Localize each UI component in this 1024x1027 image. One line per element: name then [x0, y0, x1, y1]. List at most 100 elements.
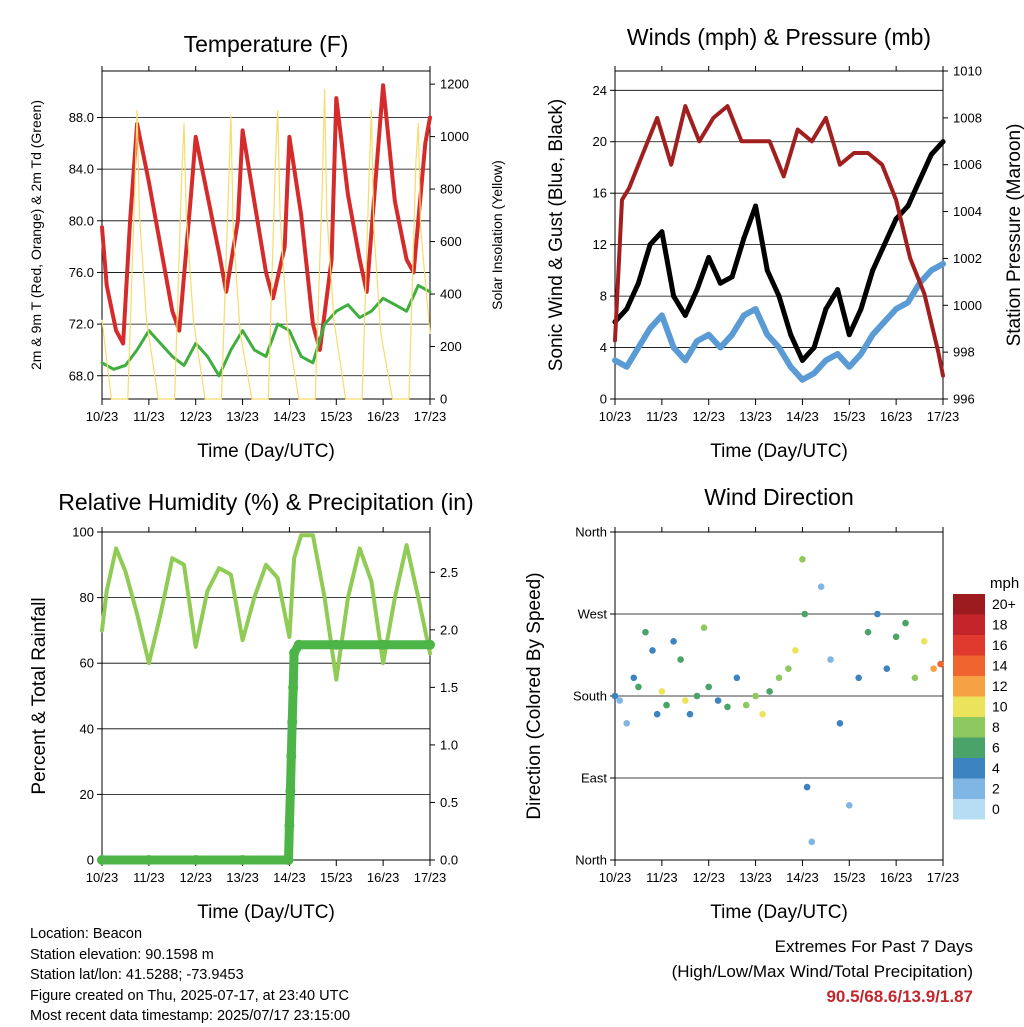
data-point: [799, 357, 805, 363]
direction-point: [803, 783, 811, 791]
data-point: [764, 267, 770, 273]
y-tick-label: 40: [80, 721, 94, 736]
winds-ylabel-left: Sonic Wind & Gust (Blue, Black): [546, 99, 567, 371]
data-point: [729, 274, 735, 280]
colorbar-swatch: [953, 594, 985, 615]
direction-point: [616, 697, 623, 704]
temperature-ylabel-left: 2m & 9m T (Red, Orange) & 2m Td (Green): [28, 100, 44, 370]
colorbar-swatch: [953, 614, 985, 635]
extremes-title: Extremes For Past 7 Days: [774, 937, 973, 956]
y-tick-label: 76.0: [69, 265, 94, 280]
colorbar-label: 2: [992, 781, 1000, 797]
direction-point: [855, 674, 862, 682]
extremes-box: Extremes For Past 7 Days (High/Low/Max W…: [672, 934, 973, 1009]
data-point: [881, 242, 887, 248]
colorbar-label: 10: [992, 699, 1008, 715]
y-tick-label: 68.0: [69, 368, 94, 383]
y2-tick-label: 2.5: [440, 565, 458, 580]
y2-tick-label: 2.0: [440, 622, 458, 637]
direction-point: [920, 638, 928, 645]
x-tick-label: 13/23: [739, 870, 772, 885]
y-tick-label: 80.0: [69, 213, 94, 228]
data-point: [846, 332, 852, 338]
direction-point: [642, 628, 649, 636]
data-point: [283, 855, 294, 865]
temperature-xlabel: Time (Day/UTC): [197, 441, 335, 462]
y-tick-label: 4: [600, 340, 607, 355]
direction-point: [649, 647, 656, 654]
colorbar-label: 18: [992, 617, 1008, 633]
temperature-panel: Temperature (F) 2m & 9m T (Red, Orange) …: [28, 31, 505, 462]
direction-point: [635, 683, 642, 691]
data-point: [788, 332, 794, 338]
colorbar-swatch: [953, 758, 985, 779]
winds-ylabel-right: Station Pressure (Maroon): [1004, 124, 1024, 347]
x-tick-label: 11/23: [133, 870, 165, 885]
direction-point: [686, 710, 694, 718]
y-tick-label: 20: [593, 134, 607, 149]
x-tick-label: 16/23: [367, 409, 400, 424]
y-tick-label: 20: [80, 787, 94, 802]
colorbar-swatch: [953, 655, 985, 676]
colorbar-swatch: [953, 635, 985, 656]
y2-tick-label: 0: [440, 392, 447, 407]
direction-panel: Wind Direction Direction (Colored By Spe…: [524, 484, 1019, 923]
direction-point: [883, 665, 891, 672]
humidity-xlabel: Time (Day/UTC): [197, 902, 335, 923]
direction-ylabel-left: Direction (Colored By Speed): [524, 572, 545, 819]
elevation-text: Station elevation: 90.1598 m: [30, 946, 214, 963]
direction-title: Wind Direction: [704, 484, 854, 510]
data-point: [823, 306, 829, 312]
direction-point: [864, 628, 872, 636]
data-point: [425, 639, 435, 650]
colorbar-swatch: [953, 696, 985, 717]
y-tick-label: 80: [80, 590, 94, 605]
y2-tick-label: 800: [440, 182, 462, 197]
y2-tick-label: 996: [953, 392, 975, 407]
series-2m-td: [100, 283, 432, 378]
y2-tick-label: 1.0: [440, 737, 458, 752]
y-tick-label: 0: [87, 853, 94, 868]
data-point: [237, 855, 248, 865]
x-tick-label: 10/23: [86, 409, 119, 424]
data-point: [858, 306, 864, 312]
data-point: [753, 203, 759, 209]
series-total-precipitation: [97, 640, 435, 865]
data-point: [284, 820, 295, 831]
x-tick-label: 12/23: [692, 870, 725, 885]
y2-tick-label: 1004: [953, 204, 982, 219]
colorbar-label: 14: [992, 658, 1008, 674]
y2-tick-label: 1200: [440, 77, 469, 92]
series-rh: [100, 533, 432, 682]
direction-point: [902, 619, 909, 627]
colorbar-swatch: [953, 676, 985, 697]
temperature-title: Temperature (F): [184, 31, 349, 57]
direction-point: [930, 665, 937, 672]
data-point: [706, 255, 712, 261]
direction-point: [801, 610, 809, 618]
data-point: [776, 293, 782, 299]
colorbar-swatch: [953, 799, 985, 820]
direction-point: [742, 701, 750, 709]
y2-tick-label: 0.5: [440, 795, 458, 810]
direction-point: [827, 656, 834, 663]
colorbar-swatch: [953, 717, 985, 738]
y-tick-label: 8: [600, 289, 607, 304]
data-point: [928, 152, 934, 158]
x-tick-label: 12/23: [179, 409, 212, 424]
data-point: [671, 293, 677, 299]
data-point: [741, 235, 747, 241]
y-tick-label: 0: [600, 392, 607, 407]
x-tick-label: 14/23: [273, 870, 306, 885]
colorbar-title: mph: [990, 575, 1019, 592]
y-tick-label: East: [581, 771, 607, 786]
created-text: Figure created on Thu, 2025-07-17, at 23…: [30, 987, 349, 1004]
direction-point: [775, 674, 783, 682]
series-2m-9m-t: [100, 83, 432, 352]
direction-point: [724, 703, 731, 711]
x-tick-label: 11/23: [646, 870, 678, 885]
y-tick-label: West: [578, 607, 608, 622]
direction-point: [693, 692, 701, 700]
direction-point: [911, 674, 919, 682]
y2-tick-label: 1000: [440, 129, 469, 144]
